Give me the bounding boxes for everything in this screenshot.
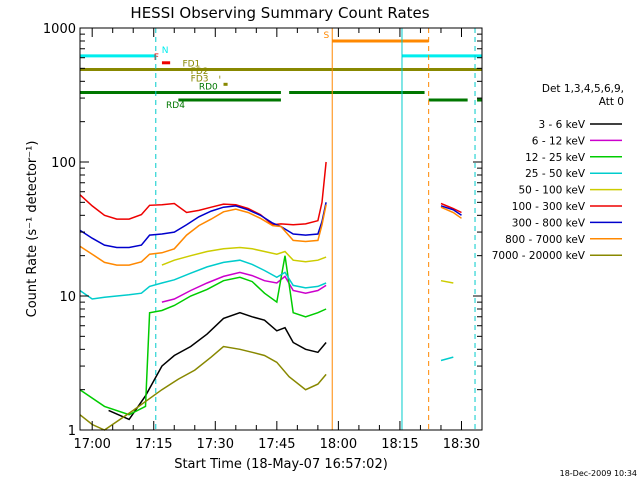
- vertical-markers: [155, 28, 476, 430]
- series-line-6: [440, 202, 462, 214]
- series-line-7: [79, 202, 327, 249]
- legend-label: 7000 - 20000 keV: [492, 250, 586, 262]
- flag-label-s: S: [324, 31, 330, 41]
- x-tick-label: 18:00: [320, 437, 357, 452]
- legend-label: 25 - 50 keV: [525, 168, 586, 180]
- legend: Det 1,3,4,5,6,9,Att 0 3 - 6 keV 6 - 12 keV…: [492, 83, 624, 262]
- series-line-5: [440, 279, 454, 284]
- legend-label: 300 - 800 keV: [512, 217, 586, 229]
- series-line-9: [79, 345, 327, 431]
- series-lines: [79, 161, 462, 431]
- y-tick-label: 1: [68, 424, 76, 439]
- series-line-1: [108, 311, 327, 421]
- legend-label: 3 - 6 keV: [538, 119, 585, 131]
- series-line-4: [79, 259, 327, 300]
- y-tick-label: 100: [51, 156, 76, 171]
- legend-label: 800 - 7000 keV: [505, 234, 586, 246]
- chart-title: HESSI Observing Summary Count Rates: [130, 4, 429, 22]
- series-line-6: [79, 161, 327, 226]
- y-tick-label: 10: [59, 290, 76, 305]
- series-line-2: [161, 271, 327, 303]
- flag-label-fd3: FD3: [191, 74, 209, 84]
- x-tick-label: 17:30: [197, 437, 234, 452]
- x-tick-label: 17:45: [258, 437, 295, 452]
- flag-label-n: N: [162, 46, 169, 56]
- x-tick-label: 18:15: [381, 437, 418, 452]
- x-tick-label: 17:15: [135, 437, 172, 452]
- legend-label: 100 - 300 keV: [512, 201, 586, 213]
- series-line-7: [440, 205, 462, 216]
- flag-label-rd4: RD4: [166, 101, 185, 111]
- legend-header: Det 1,3,4,5,6,9,: [542, 83, 624, 95]
- series-line-8: [440, 206, 462, 219]
- series-line-3: [79, 255, 327, 416]
- flag-label-fd1: FD1: [182, 60, 200, 70]
- x-tick-label: 17:00: [73, 437, 110, 452]
- legend-label: 50 - 100 keV: [518, 185, 585, 197]
- x-axis-label: Start Time (18-May-07 16:57:02): [174, 457, 388, 472]
- legend-header: Att 0: [599, 96, 624, 108]
- footer-date: 18-Dec-2009 10:34: [560, 469, 637, 478]
- plot-frame: [79, 27, 483, 431]
- legend-label: 6 - 12 keV: [532, 135, 586, 147]
- series-line-8: [79, 204, 327, 266]
- legend-label: 12 - 25 keV: [525, 152, 586, 164]
- flag-label-rd0: RD0: [199, 83, 218, 93]
- series-line-5: [161, 246, 327, 266]
- y-axis: 1 10 100 1000: [43, 22, 482, 439]
- y-tick-label: 1000: [43, 22, 76, 37]
- y-axis-label: Count Rate (s⁻¹ detector⁻¹): [25, 141, 40, 318]
- series-line-4: [440, 356, 454, 362]
- x-axis: 17:00 17:15 17:30 17:45 18:00 18:15 18:30: [73, 28, 483, 452]
- flag-label-f: F: [154, 53, 159, 63]
- x-tick-label: 18:30: [443, 437, 480, 452]
- flag-label-fd2: FD2: [191, 67, 209, 77]
